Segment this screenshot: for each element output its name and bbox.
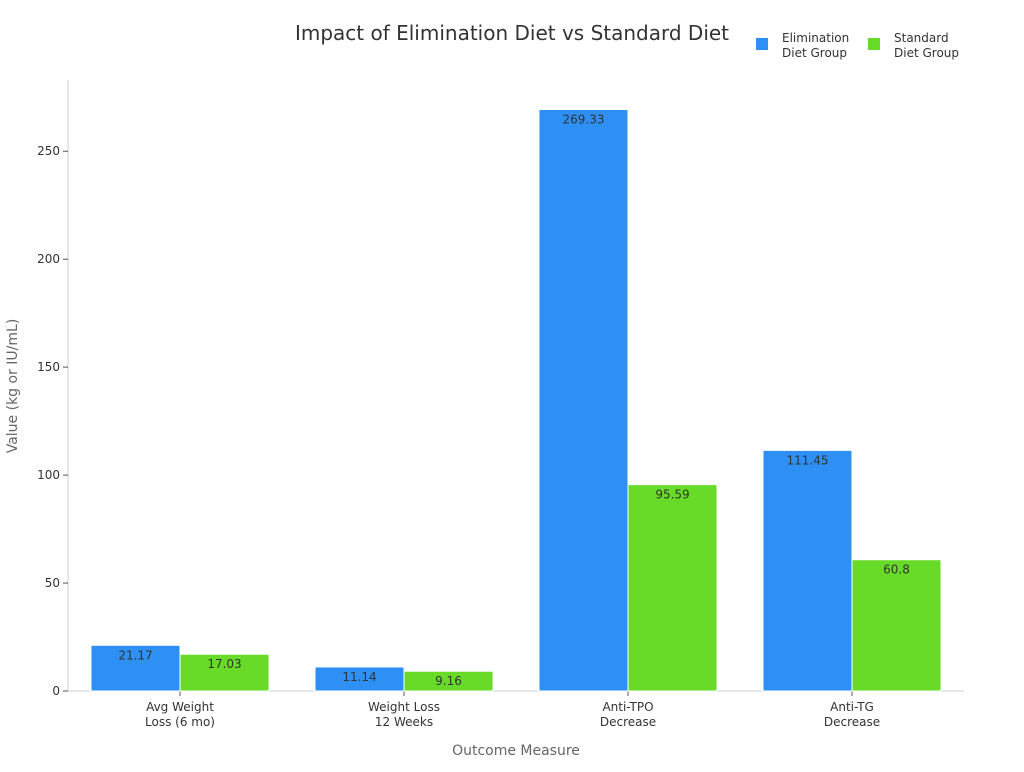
bar — [538, 109, 629, 692]
bar — [627, 484, 718, 692]
bars: 21.17 17.03 11.14 9.16 269.33 95.59 111.45 60.8 — [90, 109, 942, 692]
text-line: Decrease — [600, 715, 656, 729]
legend-swatch — [756, 38, 768, 50]
bar — [762, 449, 853, 692]
bar — [179, 653, 270, 692]
text-line: Loss (6 mo) — [145, 715, 215, 729]
axes: 0 50 100 150 200 250 Avg Weight Loss (6 mo) Weig… — [37, 80, 964, 729]
bar — [90, 644, 181, 692]
y-axis-title: Value (kg or IU/mL) — [5, 319, 21, 454]
y-tick-label: 0 — [52, 684, 60, 698]
bar — [314, 666, 405, 692]
bar-value-label: 111.45 — [787, 453, 829, 467]
y-tick-label: 50 — [45, 576, 60, 590]
bar-value-label: 60.8 — [883, 563, 910, 577]
bar-value-label: 95.59 — [655, 488, 689, 502]
text-line: Weight Loss — [368, 700, 440, 714]
text-line: Anti-TG — [830, 700, 874, 714]
bar-value-label: 269.33 — [563, 113, 605, 127]
y-tick-label: 100 — [37, 468, 60, 482]
x-tick-label: Avg Weight Loss (6 mo) — [145, 700, 215, 729]
bar — [403, 670, 494, 692]
legend-swatch — [868, 38, 880, 50]
bar-value-label: 9.16 — [435, 674, 462, 688]
bar-value-label: 21.17 — [118, 648, 152, 662]
x-tick-label: Anti-TPO Decrease — [600, 700, 656, 729]
text-line: Avg Weight — [146, 700, 214, 714]
x-axis-title: Outcome Measure — [452, 743, 580, 759]
x-tick-label: Anti-TG Decrease — [824, 700, 880, 729]
y-tick-label: 150 — [37, 360, 60, 374]
text-line: Standard — [894, 31, 949, 45]
text-line: Diet Group — [894, 46, 959, 60]
bar-value-label: 11.14 — [342, 670, 376, 684]
legend-label: Standard Diet Group — [894, 31, 959, 60]
text-line: Elimination — [782, 31, 849, 45]
text-line: 12 Weeks — [375, 715, 433, 729]
text-line: Decrease — [824, 715, 880, 729]
legend-label: Elimination Diet Group — [782, 31, 849, 60]
chart-title: Impact of Elimination Diet vs Standard D… — [295, 21, 729, 45]
bar — [851, 559, 942, 692]
y-tick-label: 250 — [37, 144, 60, 158]
y-tick-label: 200 — [37, 252, 60, 266]
bar-value-label: 17.03 — [207, 657, 241, 671]
text-line: Anti-TPO — [602, 700, 653, 714]
x-tick-label: Weight Loss 12 Weeks — [368, 700, 440, 729]
text-line: Diet Group — [782, 46, 847, 60]
